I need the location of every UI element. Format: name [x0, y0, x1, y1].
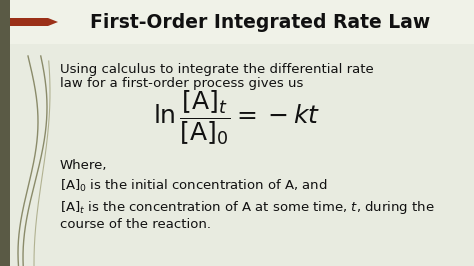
Bar	[10, 0, 474, 44]
Text: law for a first-order process gives us: law for a first-order process gives us	[60, 77, 303, 90]
Bar	[0, 0, 10, 266]
Text: Where,: Where,	[60, 160, 108, 172]
Text: $\mathrm{ln}\,\dfrac{[\mathrm{A}]_t}{[\mathrm{A}]_0} = -kt$: $\mathrm{ln}\,\dfrac{[\mathrm{A}]_t}{[\m…	[154, 89, 320, 147]
Text: $[\mathrm{A}]_t$ is the concentration of A at some time, $t$, during the: $[\mathrm{A}]_t$ is the concentration of…	[60, 200, 435, 217]
Text: Using calculus to integrate the differential rate: Using calculus to integrate the differen…	[60, 63, 374, 76]
Text: $[\mathrm{A}]_0$ is the initial concentration of A, and: $[\mathrm{A}]_0$ is the initial concentr…	[60, 178, 328, 194]
Polygon shape	[10, 18, 58, 26]
Text: First-Order Integrated Rate Law: First-Order Integrated Rate Law	[90, 13, 430, 31]
Text: course of the reaction.: course of the reaction.	[60, 218, 211, 231]
